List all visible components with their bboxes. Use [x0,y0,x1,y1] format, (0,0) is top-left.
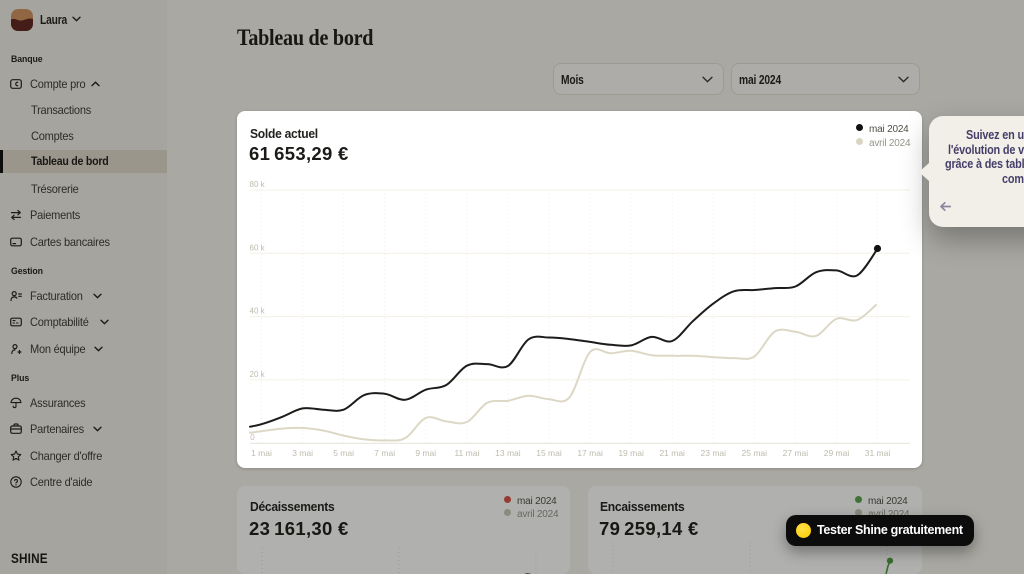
svg-text:3 mai: 3 mai [292,448,313,458]
svg-text:17 mai: 17 mai [577,448,603,458]
svg-text:15 mai: 15 mai [536,448,562,458]
svg-text:20 k: 20 k [250,370,266,379]
svg-text:9 mai: 9 mai [415,448,436,458]
svg-text:19 mai: 19 mai [618,448,644,458]
svg-text:60 k: 60 k [250,243,266,252]
svg-text:5 mai: 5 mai [333,448,354,458]
svg-text:11 mai: 11 mai [454,448,479,458]
svg-text:7 mai: 7 mai [374,448,395,458]
svg-text:25 mai: 25 mai [742,448,768,458]
svg-text:80 k: 80 k [250,180,266,189]
svg-text:40 k: 40 k [250,307,266,316]
svg-text:29 mai: 29 mai [824,448,850,458]
svg-text:1 mai: 1 mai [251,448,272,458]
svg-text:31 mai: 31 mai [865,448,891,458]
svg-text:0: 0 [250,433,255,442]
svg-text:13 mai: 13 mai [495,448,521,458]
svg-text:27 mai: 27 mai [783,448,809,458]
svg-text:23 mai: 23 mai [701,448,727,458]
svg-text:21 mai: 21 mai [659,448,685,458]
